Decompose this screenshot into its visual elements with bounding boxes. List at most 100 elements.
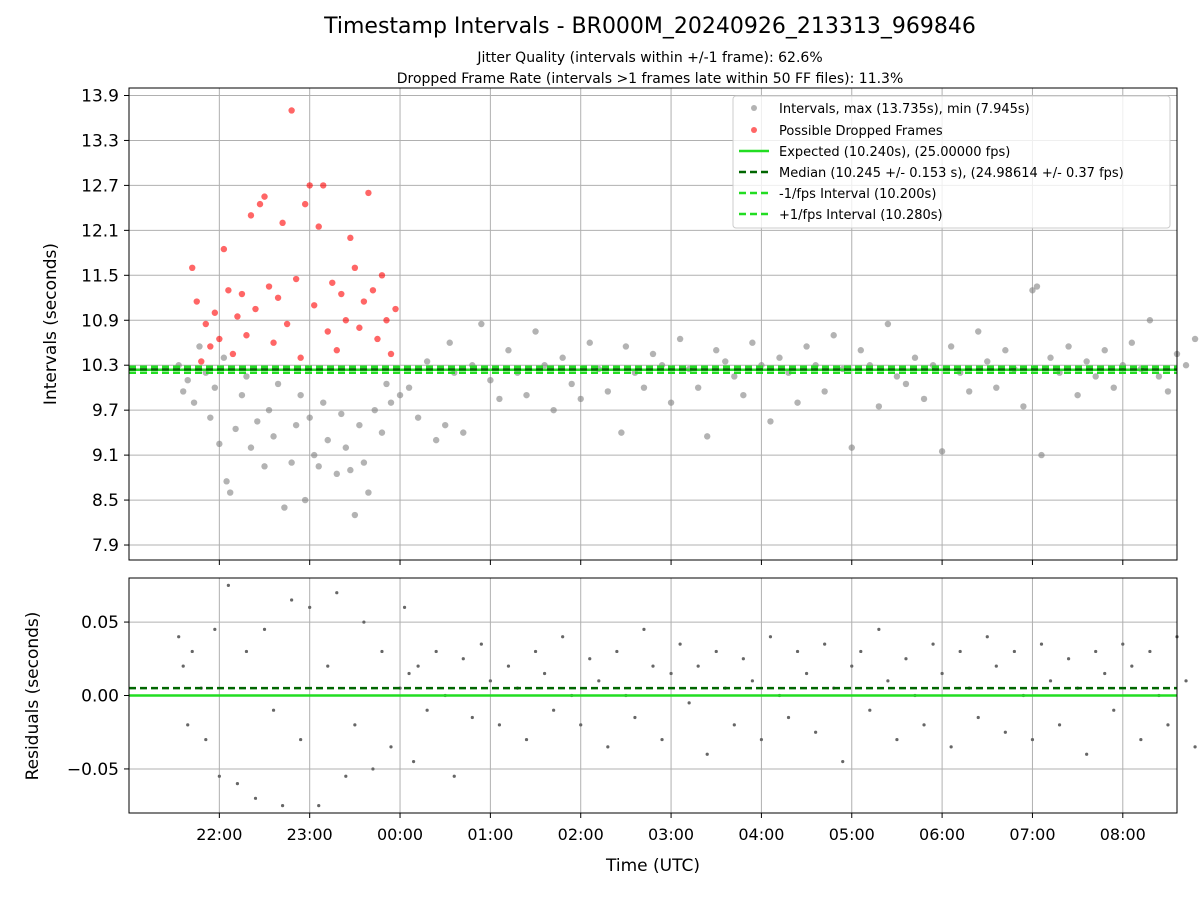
legend-label-plus-fps: +1/fps Interval (10.280s)	[779, 208, 943, 223]
dropped-frame-point	[329, 279, 336, 286]
residual-point	[213, 627, 217, 632]
top-y-tick-label: 9.1	[92, 446, 119, 466]
dropped-frame-point	[320, 182, 327, 189]
interval-point	[1110, 384, 1117, 391]
interval-point	[281, 504, 288, 511]
interval-point	[265, 406, 273, 414]
interval-point	[347, 466, 354, 474]
residual-point	[714, 649, 718, 654]
interval-point	[559, 354, 566, 361]
interval-point	[220, 354, 228, 361]
dropped-frame-point	[392, 305, 399, 313]
residual-point	[407, 671, 411, 676]
residual-point	[1103, 671, 1107, 676]
interval-point	[306, 414, 313, 421]
residual-point	[190, 649, 194, 654]
interval-point	[1020, 403, 1027, 410]
interval-point	[722, 358, 729, 365]
interval-point	[1033, 283, 1041, 290]
interval-point	[383, 380, 390, 388]
residual-point	[994, 664, 998, 668]
residual-point	[669, 671, 673, 676]
interval-point	[618, 429, 625, 436]
residual-point	[597, 679, 601, 683]
interval-point	[356, 421, 363, 429]
bottom-y-tick-label: −0.05	[67, 760, 119, 780]
interval-point	[320, 399, 327, 406]
interval-point	[324, 436, 331, 444]
x-tick-label: 08:00	[1100, 825, 1146, 844]
dropped-frame-point	[297, 354, 304, 361]
residual-point	[985, 635, 989, 639]
residual-point	[606, 745, 610, 749]
interval-point	[984, 358, 991, 365]
interval-point	[371, 406, 378, 414]
interval-point	[432, 436, 440, 444]
dropped-frame-point	[301, 200, 309, 208]
interval-point	[785, 369, 792, 376]
residual-point	[1094, 649, 1098, 654]
residual-point	[759, 737, 764, 742]
residual-point	[795, 649, 800, 654]
residual-point	[177, 635, 181, 639]
dropped-frame-point	[333, 347, 340, 354]
top-y-tick-label: 12.7	[81, 176, 119, 196]
residual-point	[235, 782, 240, 786]
x-axis-label: Time (UTC)	[605, 856, 700, 876]
residual-point	[687, 701, 691, 705]
interval-point	[1128, 339, 1136, 346]
residual-point	[958, 649, 962, 654]
interval-point	[875, 403, 883, 410]
residual-point	[299, 737, 303, 742]
interval-point	[211, 384, 219, 391]
residual-point	[335, 591, 339, 595]
interval-point	[821, 388, 828, 395]
interval-point	[794, 399, 801, 406]
dropped-frame-point	[383, 317, 390, 324]
top-y-tick-label: 13.3	[81, 131, 119, 151]
residual-point	[552, 708, 556, 712]
interval-point	[1164, 388, 1172, 395]
bottom-y-tick-label: 0.00	[81, 687, 119, 707]
dropped-frame-point	[189, 264, 196, 272]
residual-point	[678, 642, 682, 646]
legend-box	[732, 95, 1171, 229]
interval-point	[1092, 373, 1099, 380]
x-tick-label: 05:00	[829, 825, 875, 844]
interval-point	[920, 395, 928, 403]
residual-point	[814, 730, 818, 734]
interval-point	[496, 395, 503, 403]
residual-point	[186, 723, 190, 727]
residual-point	[479, 642, 483, 646]
dropped-frame-point	[256, 200, 264, 208]
residual-point	[823, 642, 827, 646]
interval-point	[776, 354, 783, 361]
residual-point	[497, 723, 502, 727]
legend-label-median: Median (10.245 +/- 0.153 s), (24.98614 +…	[779, 166, 1124, 181]
interval-point	[993, 384, 1000, 391]
residual-point	[877, 627, 881, 632]
dropped-frame-point	[279, 219, 286, 227]
residual-point	[642, 627, 646, 632]
dropped-frame-point	[216, 335, 223, 343]
residual-point	[922, 723, 926, 727]
residual-point	[868, 708, 872, 712]
interval-point	[232, 425, 239, 433]
x-tick-label: 06:00	[919, 825, 965, 844]
dropped-frame-point	[193, 298, 200, 305]
dropped-frame-point	[202, 320, 209, 328]
interval-point	[223, 478, 230, 485]
dropped-frame-point	[288, 107, 295, 114]
residual-point	[696, 664, 700, 668]
residual-point	[362, 620, 366, 624]
interval-point	[550, 406, 557, 414]
interval-point	[254, 418, 261, 425]
residual-point	[380, 649, 384, 654]
interval-point	[311, 451, 318, 459]
top-y-tick-label: 9.7	[92, 401, 119, 421]
interval-point	[884, 320, 892, 328]
dropped-frame-point	[265, 283, 273, 290]
interval-point	[631, 369, 639, 376]
interval-point	[947, 343, 955, 350]
